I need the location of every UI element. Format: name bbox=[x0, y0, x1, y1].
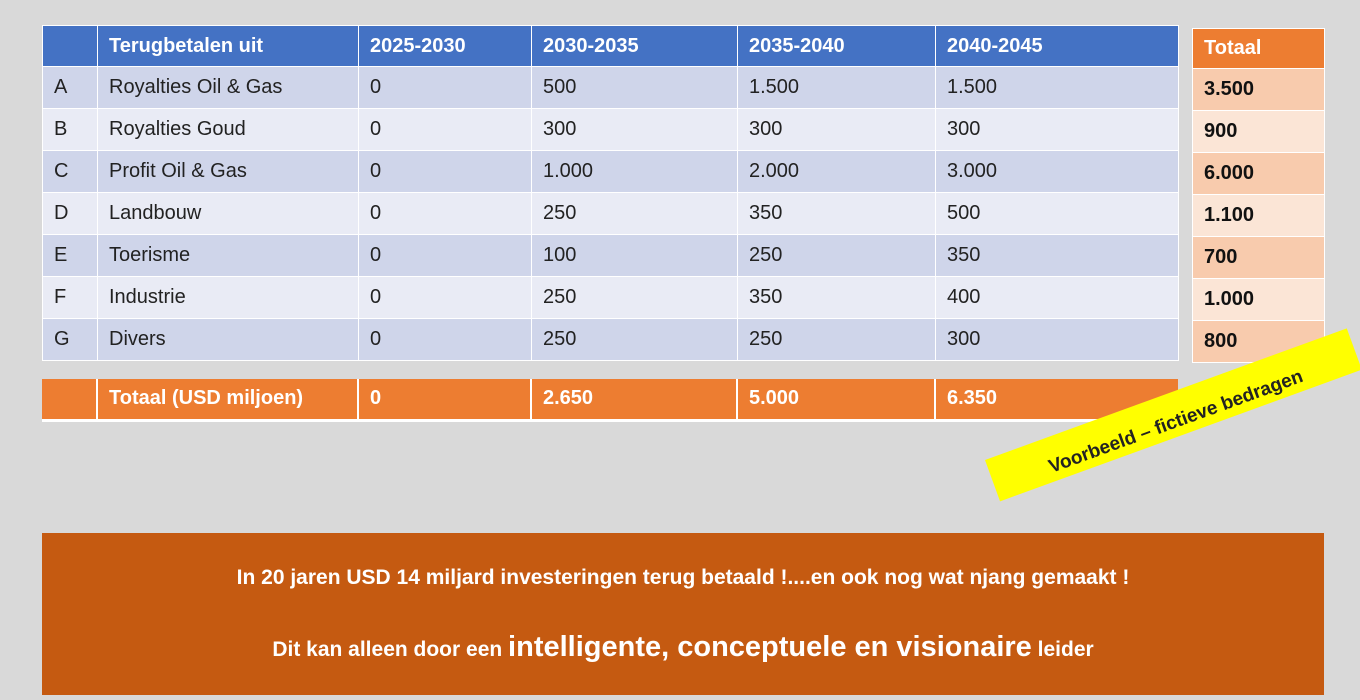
row-source: Toerisme bbox=[97, 234, 359, 277]
header-period-1: 2025-2030 bbox=[358, 25, 532, 67]
row-value: 250 bbox=[737, 318, 936, 361]
banner-line-2-prefix: Dit kan alleen door een bbox=[272, 638, 509, 661]
row-source: Divers bbox=[97, 318, 359, 361]
row-value: 500 bbox=[531, 66, 738, 109]
row-value: 300 bbox=[531, 108, 738, 151]
totals-value: 900 bbox=[1192, 110, 1325, 153]
totals-value: 700 bbox=[1192, 236, 1325, 279]
row-letter: C bbox=[42, 150, 98, 193]
row-value: 100 bbox=[531, 234, 738, 277]
table-row: F Industrie 0 250 350 400 bbox=[42, 276, 1179, 319]
row-value: 0 bbox=[358, 66, 532, 109]
row-value: 0 bbox=[358, 108, 532, 151]
table-row: C Profit Oil & Gas 0 1.000 2.000 3.000 bbox=[42, 150, 1179, 193]
table-row: B Royalties Goud 0 300 300 300 bbox=[42, 108, 1179, 151]
total-letter bbox=[42, 379, 97, 422]
totals-header: Totaal bbox=[1192, 28, 1325, 69]
row-source: Landbouw bbox=[97, 192, 359, 235]
row-value: 350 bbox=[737, 192, 936, 235]
table-row: D Landbouw 0 250 350 500 bbox=[42, 192, 1179, 235]
banner-line-1: In 20 jaren USD 14 miljard investeringen… bbox=[236, 566, 1130, 589]
total-value: 2.650 bbox=[530, 379, 737, 422]
totals-value: 3.500 bbox=[1192, 68, 1325, 111]
banner-emphasis: intelligente, conceptuele en visionaire bbox=[508, 631, 1032, 663]
row-letter: G bbox=[42, 318, 98, 361]
row-value: 2.000 bbox=[737, 150, 936, 193]
row-letter: F bbox=[42, 276, 98, 319]
table-row: G Divers 0 250 250 300 bbox=[42, 318, 1179, 361]
total-row: Totaal (USD miljoen) 0 2.650 5.000 6.350 bbox=[42, 379, 1178, 422]
row-letter: B bbox=[42, 108, 98, 151]
banner-line-2: Dit kan alleen door een intelligente, co… bbox=[42, 631, 1324, 664]
row-value: 3.000 bbox=[935, 150, 1179, 193]
totals-value: 1.000 bbox=[1192, 278, 1325, 321]
row-value: 350 bbox=[935, 234, 1179, 277]
total-row-table: Totaal (USD miljoen) 0 2.650 5.000 6.350 bbox=[42, 379, 1178, 422]
totals-value: 6.000 bbox=[1192, 152, 1325, 195]
row-source: Royalties Oil & Gas bbox=[97, 66, 359, 109]
repayment-table: Terugbetalen uit 2025-2030 2030-2035 203… bbox=[42, 25, 1179, 361]
header-period-3: 2035-2040 bbox=[737, 25, 936, 67]
row-value: 250 bbox=[531, 192, 738, 235]
row-value: 250 bbox=[737, 234, 936, 277]
banner-line-2-suffix: leider bbox=[1031, 638, 1094, 661]
table-row: E Toerisme 0 100 250 350 bbox=[42, 234, 1179, 277]
row-value: 250 bbox=[531, 318, 738, 361]
row-value: 300 bbox=[737, 108, 936, 151]
row-value: 500 bbox=[935, 192, 1179, 235]
row-source: Profit Oil & Gas bbox=[97, 150, 359, 193]
table-row: A Royalties Oil & Gas 0 500 1.500 1.500 bbox=[42, 66, 1179, 109]
row-value: 0 bbox=[358, 234, 532, 277]
totals-column: Totaal 3.500 900 6.000 1.100 700 1.000 8… bbox=[1192, 28, 1325, 363]
total-value: 5.000 bbox=[736, 379, 935, 422]
row-source: Industrie bbox=[97, 276, 359, 319]
row-letter: E bbox=[42, 234, 98, 277]
row-value: 0 bbox=[358, 192, 532, 235]
row-value: 1.500 bbox=[737, 66, 936, 109]
table-header-row: Terugbetalen uit 2025-2030 2030-2035 203… bbox=[42, 25, 1179, 67]
header-period-2: 2030-2035 bbox=[531, 25, 738, 67]
row-source: Royalties Goud bbox=[97, 108, 359, 151]
header-letter bbox=[42, 25, 98, 67]
row-value: 0 bbox=[358, 150, 532, 193]
row-value: 300 bbox=[935, 108, 1179, 151]
header-source: Terugbetalen uit bbox=[97, 25, 359, 67]
row-letter: D bbox=[42, 192, 98, 235]
row-letter: A bbox=[42, 66, 98, 109]
row-value: 0 bbox=[358, 318, 532, 361]
row-value: 1.500 bbox=[935, 66, 1179, 109]
row-value: 1.000 bbox=[531, 150, 738, 193]
header-period-4: 2040-2045 bbox=[935, 25, 1179, 67]
row-value: 0 bbox=[358, 276, 532, 319]
total-value: 0 bbox=[357, 379, 531, 422]
row-value: 250 bbox=[531, 276, 738, 319]
row-value: 400 bbox=[935, 276, 1179, 319]
row-value: 350 bbox=[737, 276, 936, 319]
conclusion-banner: In 20 jaren USD 14 miljard investeringen… bbox=[42, 533, 1324, 695]
totals-value: 1.100 bbox=[1192, 194, 1325, 237]
total-label: Totaal (USD miljoen) bbox=[96, 379, 358, 422]
row-value: 300 bbox=[935, 318, 1179, 361]
